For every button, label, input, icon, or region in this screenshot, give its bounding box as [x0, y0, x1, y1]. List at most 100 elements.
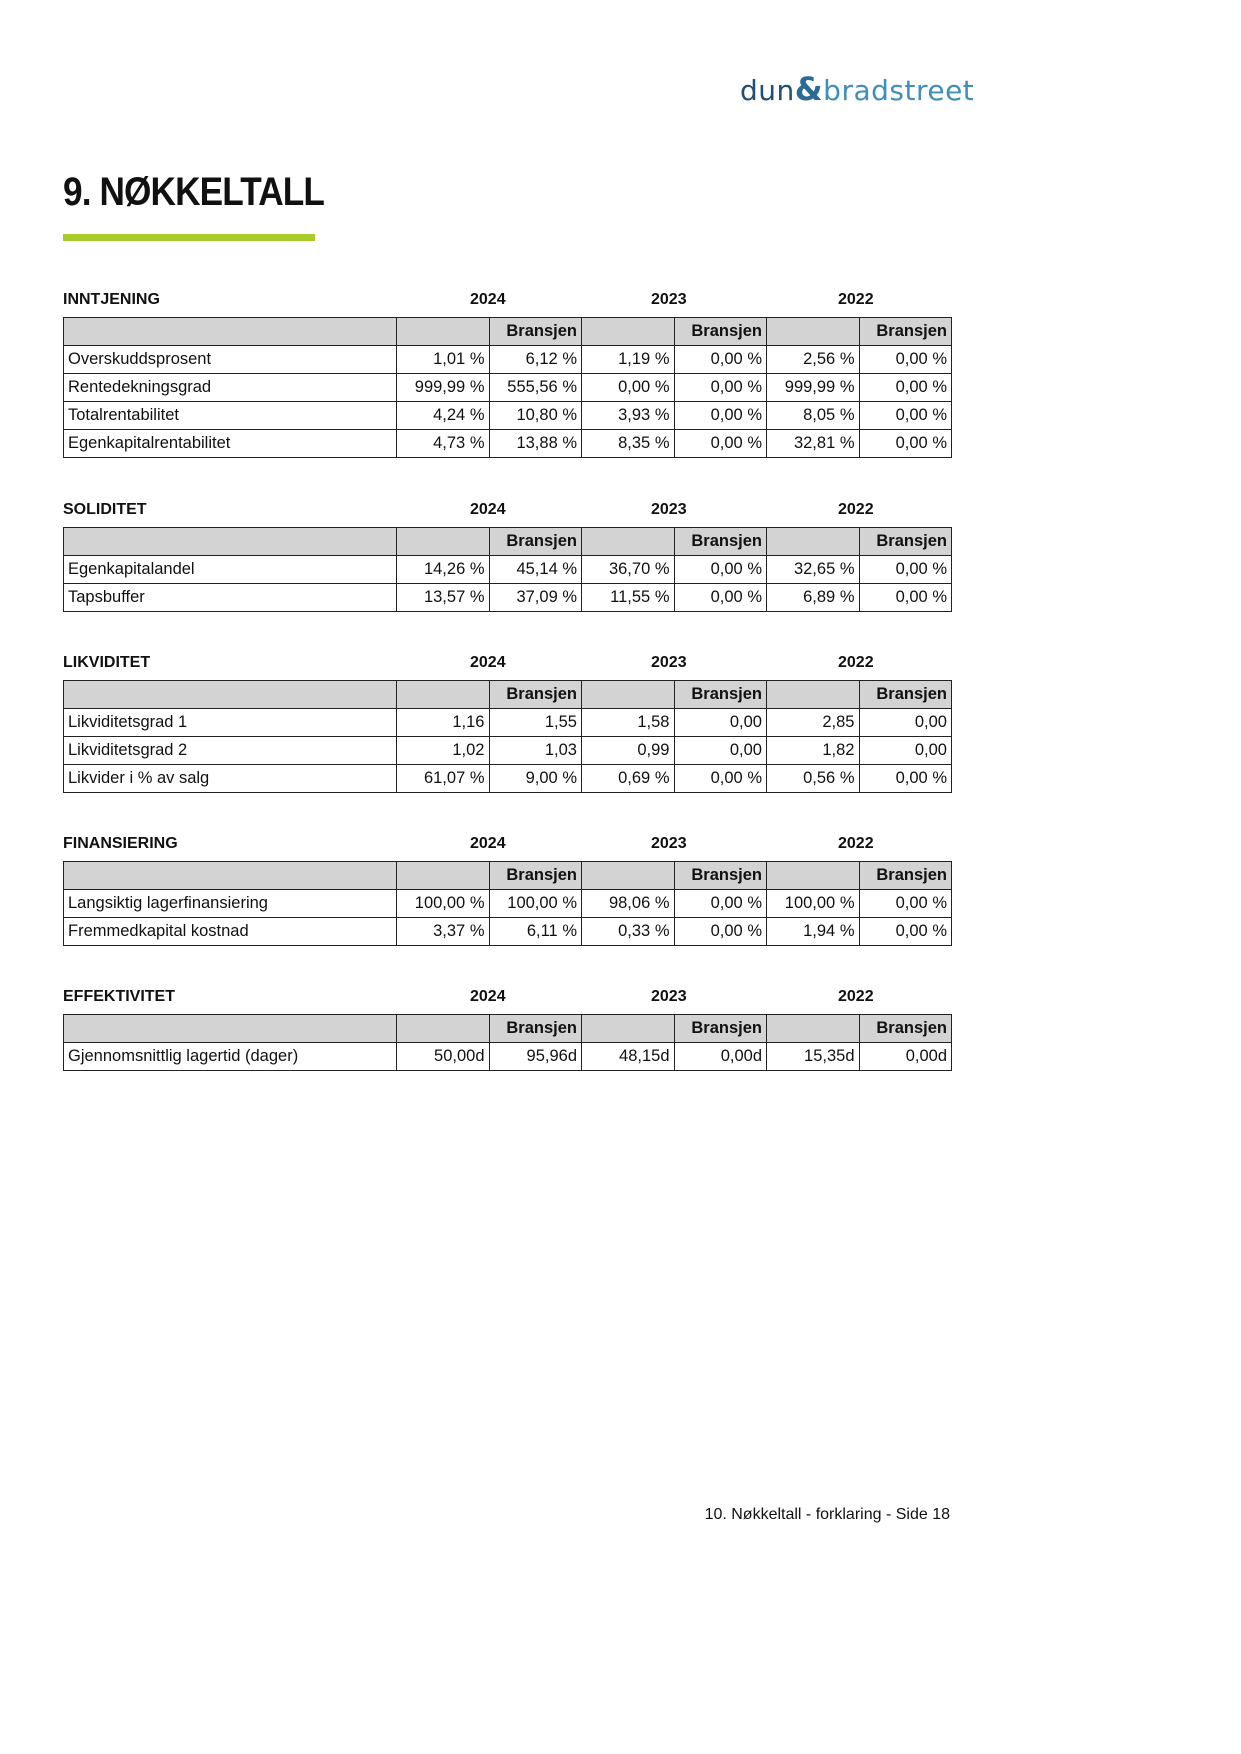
- value-cell: 0,99: [581, 736, 675, 765]
- year-label: 2022: [838, 291, 874, 308]
- metric-label: Overskuddsprosent: [63, 345, 397, 374]
- key-figures-table: Bransjen Bransjen Bransjen Likviditetsgrad …: [63, 680, 952, 793]
- metric-label: Langsiktig lagerfinansiering: [63, 889, 397, 918]
- value-cell: 13,88 %: [488, 429, 582, 458]
- metric-label: Likviditetsgrad 1: [63, 708, 397, 737]
- value-cell: 98,06 %: [581, 889, 675, 918]
- key-figures-table: Bransjen Bransjen Bransjen Langsiktig lager…: [63, 861, 952, 946]
- table-row: Fremmedkapital kostnad 3,37 % 6,11 % 0,33 %…: [63, 917, 952, 946]
- value-cell: 2,56 %: [766, 345, 860, 374]
- value-cell: 1,19 %: [581, 345, 675, 374]
- value-cell: 9,00 %: [488, 764, 582, 793]
- key-figures-table: Bransjen Bransjen Bransjen Overskuddsprosen…: [63, 317, 952, 458]
- bransjen-header: Bransjen: [858, 317, 952, 346]
- table-row: Egenkapitalrentabilitet 4,73 % 13,88 % 8,35…: [63, 429, 952, 458]
- metric-label: Totalrentabilitet: [63, 401, 397, 430]
- bransjen-header: Bransjen: [858, 680, 952, 709]
- table-row: Likvider i % av salg 61,07 % 9,00 % 0,69 % 0…: [63, 764, 952, 793]
- table-row: Overskuddsprosent 1,01 % 6,12 % 1,19 % 0,00 …: [63, 345, 952, 374]
- value-cell: 0,00 %: [673, 583, 767, 612]
- bransjen-header: Bransjen: [488, 861, 582, 890]
- value-cell: 1,55: [488, 708, 582, 737]
- year-label: 2022: [838, 835, 874, 852]
- metric-label: Egenkapitalandel: [63, 555, 397, 584]
- bransjen-header: Bransjen: [673, 680, 767, 709]
- value-cell: 6,11 %: [488, 917, 582, 946]
- table-header-row: Bransjen Bransjen Bransjen: [63, 317, 952, 346]
- value-cell: 0,00d: [673, 1042, 767, 1071]
- metric-label: Likviditetsgrad 2: [63, 736, 397, 765]
- bransjen-header: Bransjen: [488, 527, 582, 556]
- year-label: 2024: [470, 654, 506, 671]
- section-header: LIKVIDITET 2024 2023 2022: [63, 654, 950, 671]
- value-cell: 0,00: [858, 708, 952, 737]
- value-cell: 61,07 %: [396, 764, 490, 793]
- page-title: 9. NØKKELTALL: [63, 170, 325, 214]
- section-likviditet: LIKVIDITET 2024 2023 2022 Bransjen Bransjen Br…: [63, 654, 952, 793]
- value-cell: 0,00: [858, 736, 952, 765]
- section-title: SOLIDITET: [63, 501, 147, 518]
- bransjen-header: Bransjen: [488, 317, 582, 346]
- year-label: 2024: [470, 835, 506, 852]
- value-cell: 50,00d: [396, 1042, 490, 1071]
- value-cell: 6,12 %: [488, 345, 582, 374]
- year-label: 2022: [838, 654, 874, 671]
- metric-label: Tapsbuffer: [63, 583, 397, 612]
- value-cell: 3,93 %: [581, 401, 675, 430]
- bransjen-header: Bransjen: [488, 1014, 582, 1043]
- bransjen-header: Bransjen: [673, 317, 767, 346]
- value-cell: 0,00 %: [858, 373, 952, 402]
- key-figures-table: Bransjen Bransjen Bransjen Egenkapitalandel…: [63, 527, 952, 612]
- value-cell: 0,00 %: [858, 764, 952, 793]
- year-label: 2023: [651, 291, 687, 308]
- value-cell: 95,96d: [488, 1042, 582, 1071]
- section-finansiering: FINANSIERING 2024 2023 2022 Bransjen Bransjen…: [63, 835, 952, 946]
- section-title: LIKVIDITET: [63, 654, 151, 671]
- section-effektivitet: EFFEKTIVITET 2024 2023 2022 Bransjen Bransjen…: [63, 988, 952, 1071]
- metric-label: Rentedekningsgrad: [63, 373, 397, 402]
- table-row: Tapsbuffer 13,57 % 37,09 % 11,55 % 0,00 % 6,8…: [63, 583, 952, 612]
- value-cell: 3,37 %: [396, 917, 490, 946]
- metric-label: Likvider i % av salg: [63, 764, 397, 793]
- table-row: Totalrentabilitet 4,24 % 10,80 % 3,93 % 0,00…: [63, 401, 952, 430]
- value-cell: 0,00 %: [858, 555, 952, 584]
- value-cell: 36,70 %: [581, 555, 675, 584]
- year-label: 2023: [651, 654, 687, 671]
- value-cell: 0,00 %: [673, 429, 767, 458]
- value-cell: 0,00 %: [858, 401, 952, 430]
- page-footer: 10. Nøkkeltall - forklaring - Side 18: [704, 1506, 950, 1523]
- year-label: 2023: [651, 988, 687, 1005]
- table-header-row: Bransjen Bransjen Bransjen: [63, 861, 952, 890]
- value-cell: 1,16: [396, 708, 490, 737]
- table-row: Likviditetsgrad 2 1,02 1,03 0,99 0,00 1,82 0,0…: [63, 736, 952, 765]
- value-cell: 0,56 %: [766, 764, 860, 793]
- value-cell: 0,00 %: [858, 345, 952, 374]
- value-cell: 15,35d: [766, 1042, 860, 1071]
- value-cell: 0,00 %: [673, 345, 767, 374]
- bransjen-header: Bransjen: [488, 680, 582, 709]
- value-cell: 0,00 %: [858, 889, 952, 918]
- section-header: SOLIDITET 2024 2023 2022: [63, 501, 950, 518]
- logo-ampersand: &: [794, 70, 824, 108]
- value-cell: 1,03: [488, 736, 582, 765]
- value-cell: 1,82: [766, 736, 860, 765]
- value-cell: 6,89 %: [766, 583, 860, 612]
- table-row: Egenkapitalandel 14,26 % 45,14 % 36,70 % 0,0…: [63, 555, 952, 584]
- section-title: EFFEKTIVITET: [63, 988, 175, 1005]
- bransjen-header: Bransjen: [673, 527, 767, 556]
- table-header-row: Bransjen Bransjen Bransjen: [63, 527, 952, 556]
- value-cell: 1,01 %: [396, 345, 490, 374]
- value-cell: 0,00 %: [858, 429, 952, 458]
- value-cell: 999,99 %: [396, 373, 490, 402]
- bransjen-header: Bransjen: [673, 1014, 767, 1043]
- value-cell: 0,00 %: [673, 373, 767, 402]
- value-cell: 32,81 %: [766, 429, 860, 458]
- value-cell: 45,14 %: [488, 555, 582, 584]
- value-cell: 4,73 %: [396, 429, 490, 458]
- section-inntjening: INNTJENING 2024 2023 2022 Bransjen Bransjen Br…: [63, 291, 952, 458]
- dun-bradstreet-logo: dun&bradstreet: [740, 70, 974, 108]
- table-row: Likviditetsgrad 1 1,16 1,55 1,58 0,00 2,85 0,0…: [63, 708, 952, 737]
- value-cell: 0,00 %: [673, 764, 767, 793]
- value-cell: 1,02: [396, 736, 490, 765]
- bransjen-header: Bransjen: [673, 861, 767, 890]
